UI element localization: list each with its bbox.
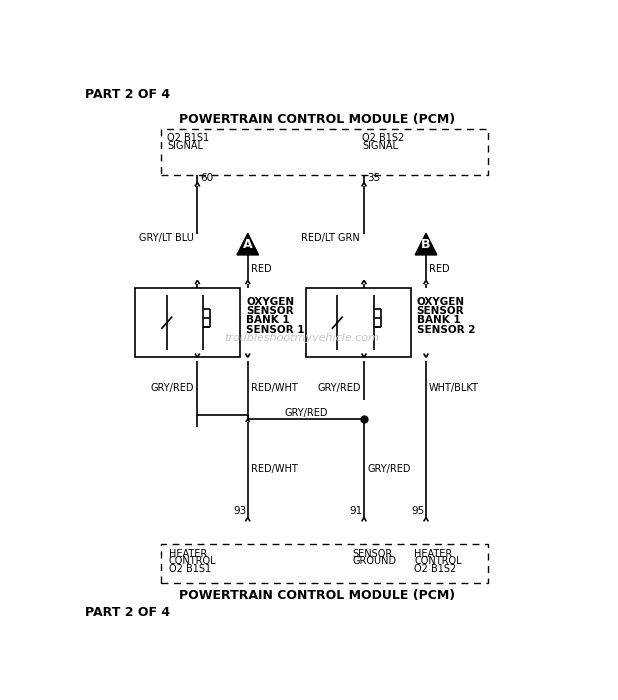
Text: SENSOR 2: SENSOR 2 xyxy=(417,325,475,335)
Text: PART 2 OF 4: PART 2 OF 4 xyxy=(85,606,170,619)
Text: GRY/RED: GRY/RED xyxy=(151,383,194,393)
Text: BANK 1: BANK 1 xyxy=(417,316,460,326)
Text: A: A xyxy=(243,238,253,251)
Text: 93: 93 xyxy=(233,506,246,517)
Text: 35: 35 xyxy=(367,173,380,183)
Bar xyxy=(306,288,410,357)
Text: OXYGEN: OXYGEN xyxy=(246,297,294,307)
Bar xyxy=(161,129,488,175)
Text: GRY/RED: GRY/RED xyxy=(367,464,410,474)
Text: RED/WHT: RED/WHT xyxy=(251,383,298,393)
Text: POWERTRAIN CONTROL MODULE (PCM): POWERTRAIN CONTROL MODULE (PCM) xyxy=(179,113,455,126)
Text: WHT/BLKT: WHT/BLKT xyxy=(429,383,479,393)
Text: SIGNAL: SIGNAL xyxy=(362,141,399,150)
Text: O2 B1S1: O2 B1S1 xyxy=(169,564,211,574)
Text: O2 B1S2: O2 B1S2 xyxy=(362,133,405,143)
Text: O2 B1S1: O2 B1S1 xyxy=(167,133,210,143)
Text: SENSOR: SENSOR xyxy=(352,549,392,559)
Text: GRY/RED: GRY/RED xyxy=(284,408,328,418)
Text: POWERTRAIN CONTROL MODULE (PCM): POWERTRAIN CONTROL MODULE (PCM) xyxy=(179,589,455,602)
Text: 95: 95 xyxy=(411,506,425,517)
Polygon shape xyxy=(237,233,258,255)
Text: HEATER: HEATER xyxy=(415,549,452,559)
Text: SENSOR: SENSOR xyxy=(246,306,294,316)
Text: RED/LT GRN: RED/LT GRN xyxy=(302,233,360,243)
Text: CONTROL: CONTROL xyxy=(415,556,462,566)
Text: RED/WHT: RED/WHT xyxy=(251,464,298,474)
Text: OXYGEN: OXYGEN xyxy=(417,297,465,307)
Text: GROUND: GROUND xyxy=(352,556,397,566)
Text: HEATER: HEATER xyxy=(169,549,207,559)
Polygon shape xyxy=(415,233,437,255)
Text: B: B xyxy=(421,238,431,251)
Bar xyxy=(135,288,240,357)
Text: GRY/RED: GRY/RED xyxy=(318,383,361,393)
Text: 91: 91 xyxy=(349,506,362,517)
Text: CONTROL: CONTROL xyxy=(169,556,216,566)
Bar xyxy=(161,545,488,583)
Text: GRY/LT BLU: GRY/LT BLU xyxy=(138,233,193,243)
Text: RED: RED xyxy=(251,264,271,274)
Text: SIGNAL: SIGNAL xyxy=(167,141,203,150)
Text: RED: RED xyxy=(429,264,450,274)
Text: BANK 1: BANK 1 xyxy=(246,316,290,326)
Text: O2 B1S2: O2 B1S2 xyxy=(415,564,457,574)
Text: SENSOR: SENSOR xyxy=(417,306,464,316)
Text: 60: 60 xyxy=(200,173,214,183)
Text: troubleshootmyvehicle.com: troubleshootmyvehicle.com xyxy=(224,333,379,343)
Text: SENSOR 1: SENSOR 1 xyxy=(246,325,305,335)
Text: PART 2 OF 4: PART 2 OF 4 xyxy=(85,88,170,102)
